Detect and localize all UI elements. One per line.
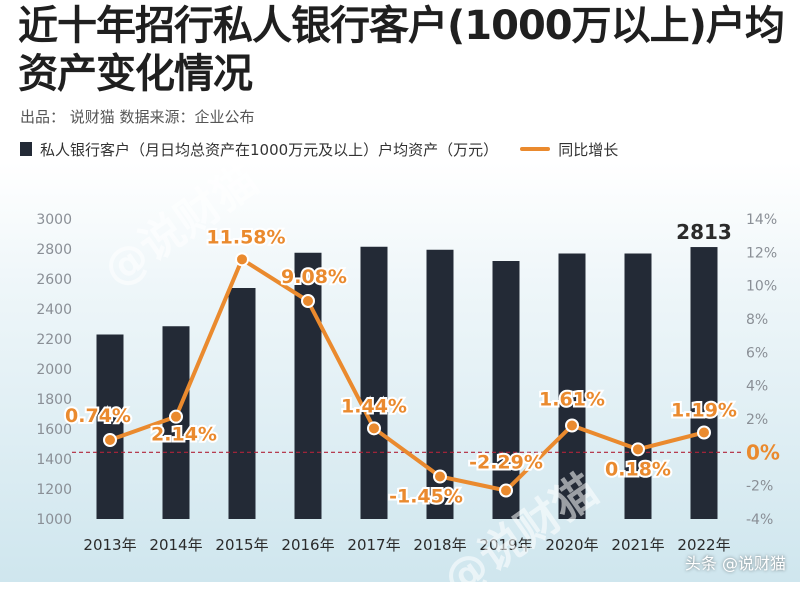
bar: [492, 261, 520, 519]
y-right-tick-label: 8%: [746, 312, 768, 328]
y-right-tick-label: -4%: [746, 512, 773, 528]
growth-point: [235, 252, 249, 267]
y-left-tick-label: 2800: [36, 242, 72, 258]
legend-line-label: 同比增长: [558, 140, 619, 159]
chart-legend: 私人银行客户（月日均总资产在1000万元及以上）户均资产（万元） 同比增长: [20, 138, 618, 160]
y-left-tick-label: 2200: [36, 332, 72, 348]
growth-point: [169, 409, 183, 424]
legend-line-swatch: [520, 147, 551, 151]
x-tick-label: 2021年: [611, 536, 664, 554]
growth-point: [499, 483, 513, 498]
y-right-tick-label: 12%: [746, 245, 777, 261]
growth-data-label: 1.44%: [341, 395, 407, 417]
page-title: 近十年招行私人银行客户(1000万以上)户均资产变化情况: [18, 3, 785, 97]
x-tick-label: 2019年: [479, 536, 532, 554]
y-left-tick-label: 1800: [36, 392, 72, 408]
footer-credit: 头条 @说财猫: [684, 554, 786, 573]
bar: [228, 288, 256, 519]
growth-point: [565, 418, 579, 433]
source-note: 出品： 说财猫 数据来源：企业公布: [20, 108, 255, 126]
y-left-tick-label: 1200: [36, 482, 72, 498]
y-right-tick-label: 2%: [746, 412, 768, 428]
y-right-tick-label: 6%: [746, 345, 768, 361]
bar: [558, 253, 586, 519]
combo-chart: 1000 1200 1400 1600 1800 2000 2200 2400 2600 2800…: [36, 212, 780, 554]
chart-background: [0, 162, 800, 582]
growth-point: [433, 469, 447, 484]
bar-value-label: 2813: [676, 220, 732, 244]
growth-data-label: 1.61%: [539, 389, 605, 411]
bar: [624, 253, 652, 519]
y-right-tick-label: 4%: [746, 379, 768, 395]
y-left-tick-label: 2400: [36, 302, 72, 318]
bar: [690, 247, 718, 520]
y-left-tick-label: 2000: [36, 362, 72, 378]
growth-data-label: 0.18%: [605, 458, 671, 480]
growth-point: [697, 425, 711, 440]
y-left-tick-label: 2600: [36, 272, 72, 288]
growth-data-label: 0.74%: [65, 405, 131, 427]
legend-bar-swatch: [20, 142, 32, 156]
growth-data-label: -2.29%: [469, 452, 543, 474]
bar: [96, 334, 124, 519]
x-tick-label: 2013年: [83, 536, 136, 554]
growth-point: [367, 421, 381, 436]
y-right-tick-label: 10%: [746, 279, 777, 295]
growth-data-label: 2.14%: [151, 424, 217, 446]
growth-point: [103, 433, 117, 447]
growth-line: [109, 257, 705, 493]
y-left-tick-label: 3000: [36, 212, 72, 228]
growth-data-label: 9.08%: [281, 266, 347, 288]
y-right-tick-label: -2%: [746, 479, 773, 495]
x-tick-label: 2017年: [347, 536, 400, 554]
y-left-tick-label: 1600: [36, 422, 72, 438]
growth-point: [631, 442, 645, 457]
growth-data-label: -1.45%: [389, 486, 463, 508]
growth-data-label: 11.58%: [206, 226, 285, 248]
legend-bar-label: 私人银行客户（月日均总资产在1000万元及以上）户均资产（万元）: [40, 140, 499, 159]
y-left-tick-label: 1400: [36, 452, 72, 468]
x-tick-label: 2014年: [149, 536, 202, 554]
x-tick-label: 2016年: [281, 536, 334, 554]
x-tick-label: 2018年: [413, 536, 466, 554]
y-right-tick-label: 0%: [746, 440, 780, 464]
x-tick-label: 2015年: [215, 536, 268, 554]
bar: [360, 246, 388, 519]
y-left-tick-label: 1000: [36, 512, 72, 528]
x-tick-label: 2022年: [677, 536, 730, 554]
y-right-tick-label: 14%: [746, 212, 777, 228]
growth-data-label: 1.19%: [671, 400, 737, 422]
growth-point: [301, 294, 315, 308]
x-tick-label: 2020年: [545, 536, 598, 554]
